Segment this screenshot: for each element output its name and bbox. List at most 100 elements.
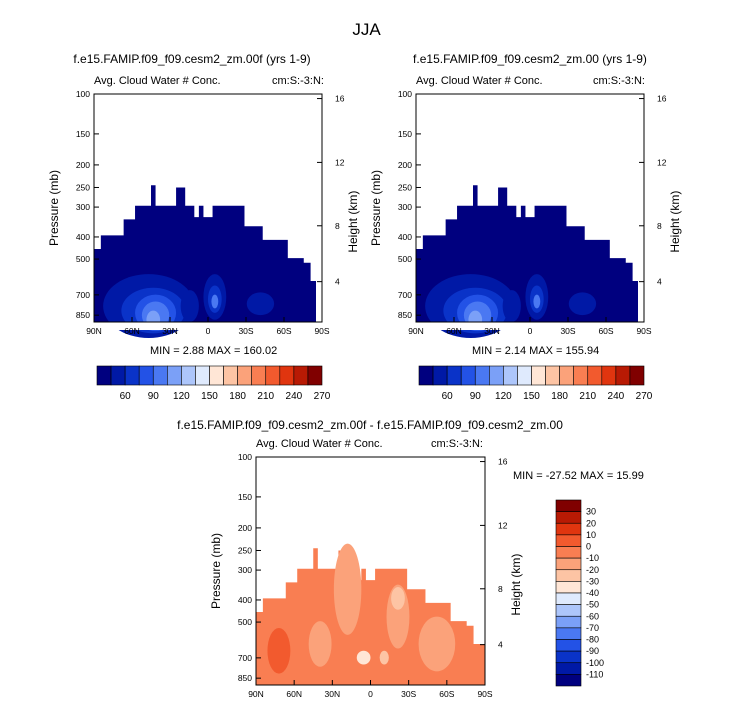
x-tick-label: 30S — [238, 326, 253, 336]
field-blob — [180, 290, 199, 323]
y-tick-label: 150 — [76, 129, 90, 139]
y-tick-label: 400 — [76, 232, 90, 242]
y-right-tick-label: 12 — [657, 157, 667, 167]
field-clip — [416, 322, 644, 330]
x-tick-label: 0 — [528, 326, 533, 336]
colorbar-label: -20 — [586, 565, 599, 575]
field-edge-cut — [638, 280, 644, 322]
diff-patch — [333, 543, 362, 635]
panel-1-title: f.e15.FAMIP.f09_f09.cesm2_zm.00f (yrs 1-… — [73, 52, 311, 66]
colorbar-swatch — [555, 674, 582, 687]
panel-3-left-label: Avg. Cloud Water # Conc. — [256, 438, 383, 450]
x-tick-label: 60N — [446, 326, 462, 336]
colorbar-swatch — [555, 604, 582, 617]
colorbar-label: -70 — [586, 623, 599, 633]
colorbar-label: 60 — [120, 391, 132, 402]
colorbar-label: 60 — [442, 391, 454, 402]
diff-patch — [267, 628, 291, 674]
colorbar-label: 0 — [586, 542, 591, 552]
colorbar-label: 270 — [314, 391, 331, 402]
diff-patch — [308, 621, 332, 667]
colorbar-label: -110 — [586, 669, 603, 679]
colorbar-label: 270 — [636, 391, 653, 402]
y-tick-label: 400 — [398, 232, 412, 242]
y-tick-label: 200 — [398, 160, 412, 170]
colorbar-label: 210 — [257, 391, 274, 402]
colorbar-label: -30 — [586, 576, 599, 586]
panel-1-right-label: cm:S:-3:N: — [272, 75, 324, 87]
colorbar-swatch — [555, 546, 582, 559]
field-blob — [568, 292, 597, 316]
y-tick-label: 300 — [398, 202, 412, 212]
colorbar-label: 90 — [148, 391, 160, 402]
y-tick-label: 700 — [398, 290, 412, 300]
panel-2-minmax: MIN = 2.14 MAX = 155.94 — [472, 345, 600, 357]
colorbar-label: 150 — [201, 391, 218, 402]
colorbar-label: 90 — [470, 391, 482, 402]
y-right-tick-label: 8 — [335, 221, 340, 231]
y-right-tick-label: 4 — [335, 277, 340, 287]
x-tick-label: 30S — [560, 326, 575, 336]
panel-1-left-label: Avg. Cloud Water # Conc. — [94, 75, 221, 87]
colorbar-label: 180 — [551, 391, 568, 402]
colorbar-label: 180 — [229, 391, 246, 402]
panel-2-right-label: cm:S:-3:N: — [593, 75, 645, 87]
x-tick-label: 0 — [368, 689, 373, 699]
y-tick-label: 850 — [398, 310, 412, 320]
x-tick-label: 60N — [286, 689, 302, 699]
y-tick-label: 300 — [76, 202, 90, 212]
y-tick-label: 500 — [398, 254, 412, 264]
field-blob — [533, 294, 541, 309]
y-tick-label: 850 — [76, 310, 90, 320]
colorbar-swatch — [555, 639, 582, 652]
y-tick-label: 200 — [76, 160, 90, 170]
field-clip — [94, 322, 322, 330]
y-tick-label: 100 — [238, 452, 252, 462]
field-edge-cut — [316, 280, 322, 322]
y-right-tick-label: 4 — [657, 277, 662, 287]
y-tick-label: 700 — [76, 290, 90, 300]
y-tick-label: 500 — [76, 254, 90, 264]
y-right-axis-label: Height (km) — [509, 554, 523, 616]
colorbar-label: 210 — [579, 391, 596, 402]
x-tick-label: 60N — [124, 326, 140, 336]
colorbar-swatch — [307, 365, 323, 386]
x-tick-label: 90S — [636, 326, 651, 336]
field-blob — [502, 290, 521, 323]
y-right-tick-label: 8 — [498, 584, 503, 594]
x-tick-label: 60S — [598, 326, 613, 336]
colorbar-swatch — [555, 522, 582, 536]
y-tick-label: 400 — [238, 595, 252, 605]
y-tick-label: 850 — [238, 673, 252, 683]
colorbar-label: -100 — [586, 658, 604, 668]
y-right-tick-label: 16 — [498, 457, 508, 467]
colorbar-swatch — [555, 627, 582, 640]
field-blob — [246, 292, 275, 316]
colorbar-label: -10 — [586, 553, 599, 563]
colorbar-swatch — [555, 592, 582, 605]
x-tick-label: 60S — [276, 326, 291, 336]
panel-2-left-label: Avg. Cloud Water # Conc. — [416, 75, 543, 87]
colorbar-swatch — [555, 650, 582, 664]
x-tick-label: 90S — [477, 689, 492, 699]
panel-2-title: f.e15.FAMIP.f09_f09.cesm2_zm.00 (yrs 1-9… — [413, 52, 647, 66]
panel-1-minmax: MIN = 2.88 MAX = 160.02 — [150, 345, 278, 357]
colorbar-label: -50 — [586, 600, 599, 610]
y-right-axis-label: Height (km) — [668, 191, 682, 253]
colorbar-swatch — [555, 615, 582, 629]
diff-patch — [391, 586, 405, 610]
y-right-tick-label: 12 — [498, 520, 508, 530]
colorbar-label: -60 — [586, 611, 599, 621]
colorbar-swatch — [555, 581, 582, 594]
field-left — [94, 253, 101, 322]
colorbar-swatch — [555, 569, 582, 582]
x-tick-label: 90N — [86, 326, 102, 336]
x-tick-label: 90S — [314, 326, 329, 336]
colorbar-label: 20 — [586, 518, 596, 528]
y-tick-label: 150 — [238, 492, 252, 502]
colorbar-label: 30 — [586, 507, 596, 517]
colorbar-label: -80 — [586, 635, 599, 645]
